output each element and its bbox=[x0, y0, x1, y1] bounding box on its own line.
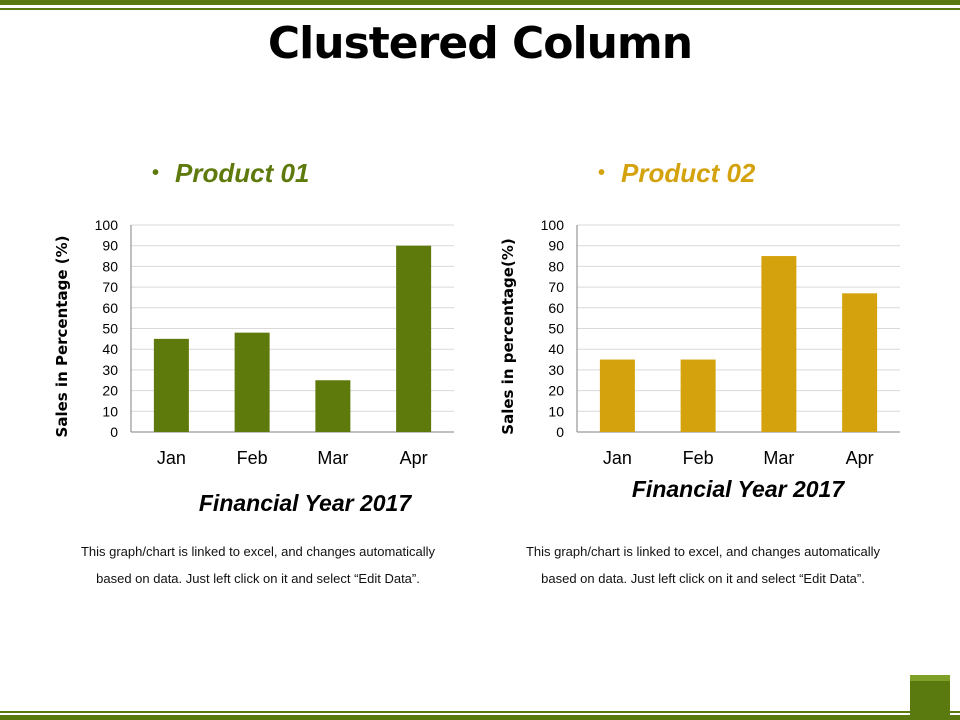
y-tick-label: 60 bbox=[102, 300, 118, 316]
bar-mar[interactable] bbox=[315, 380, 351, 432]
y-tick-label: 60 bbox=[548, 300, 564, 316]
y-tick-label: 0 bbox=[110, 424, 118, 440]
x-tick-label: Jan bbox=[157, 448, 186, 468]
top-rule-thick bbox=[0, 0, 960, 5]
legend-product-02: • Product 02 bbox=[598, 158, 755, 189]
y-tick-label: 40 bbox=[102, 341, 118, 357]
y-tick-label: 40 bbox=[548, 341, 564, 357]
product-02-bar-chart[interactable]: 0 10 20 30 40 50 60 70 80 90 100 Jan Feb Mar Apr Sales … bbox=[486, 205, 956, 475]
x-axis-title: Financial Year 2017 bbox=[198, 490, 412, 516]
chart-note: This graph/chart is linked to excel, and… bbox=[80, 544, 436, 586]
y-tick-label: 30 bbox=[102, 362, 118, 378]
corner-accent-light bbox=[910, 675, 950, 681]
x-tick-label: Jan bbox=[603, 448, 632, 468]
bar-jan[interactable] bbox=[599, 359, 635, 432]
x-tick-label: Mar bbox=[763, 448, 794, 468]
y-tick-label: 50 bbox=[102, 321, 118, 337]
y-tick-label: 0 bbox=[556, 424, 564, 440]
y-axis-title: Sales in Percentage (%) bbox=[53, 236, 71, 438]
legend-label: Product 01 bbox=[175, 158, 310, 188]
x-tick-label: Feb bbox=[683, 448, 714, 468]
y-tick-label: 100 bbox=[541, 217, 565, 233]
legend-label: Product 02 bbox=[621, 158, 756, 188]
product-01-bar-chart[interactable]: 0 10 20 30 40 50 60 70 80 90 100 Jan Feb Mar Apr Sales … bbox=[40, 205, 510, 475]
y-tick-label: 30 bbox=[548, 362, 564, 378]
bar-jan[interactable] bbox=[153, 338, 189, 432]
bar-mar[interactable] bbox=[761, 256, 797, 432]
y-tick-label: 20 bbox=[102, 383, 118, 399]
y-tick-label: 70 bbox=[548, 279, 564, 295]
x-tick-label: Mar bbox=[317, 448, 348, 468]
top-rule-thin bbox=[0, 8, 960, 10]
bottom-rule-thin bbox=[0, 711, 960, 713]
bottom-rule-thick bbox=[0, 715, 960, 720]
y-tick-label: 80 bbox=[548, 258, 564, 274]
y-tick-label: 90 bbox=[102, 238, 118, 254]
y-tick-label: 90 bbox=[548, 238, 564, 254]
corner-accent-block bbox=[910, 681, 950, 720]
y-tick-label: 70 bbox=[102, 279, 118, 295]
y-tick-label: 80 bbox=[102, 258, 118, 274]
x-tick-label: Apr bbox=[400, 448, 428, 468]
y-tick-label: 10 bbox=[548, 403, 564, 419]
legend-bullet-icon: • bbox=[598, 162, 606, 184]
page-title: Clustered Column bbox=[267, 18, 693, 69]
bar-feb[interactable] bbox=[680, 359, 716, 432]
bar-apr[interactable] bbox=[396, 245, 432, 432]
legend-product-01: • Product 01 bbox=[152, 158, 309, 189]
chart-note: This graph/chart is linked to excel, and… bbox=[525, 544, 881, 586]
x-axis-title: Financial Year 2017 bbox=[631, 476, 845, 502]
y-axis-title: Sales in percentage(%) bbox=[499, 238, 517, 434]
y-tick-label: 20 bbox=[548, 383, 564, 399]
x-tick-label: Feb bbox=[237, 448, 268, 468]
bar-apr[interactable] bbox=[842, 293, 878, 432]
y-tick-label: 10 bbox=[102, 403, 118, 419]
x-tick-label: Apr bbox=[846, 448, 874, 468]
bar-feb[interactable] bbox=[234, 332, 270, 432]
legend-bullet-icon: • bbox=[152, 162, 160, 184]
y-tick-label: 50 bbox=[548, 321, 564, 337]
y-tick-label: 100 bbox=[95, 217, 119, 233]
